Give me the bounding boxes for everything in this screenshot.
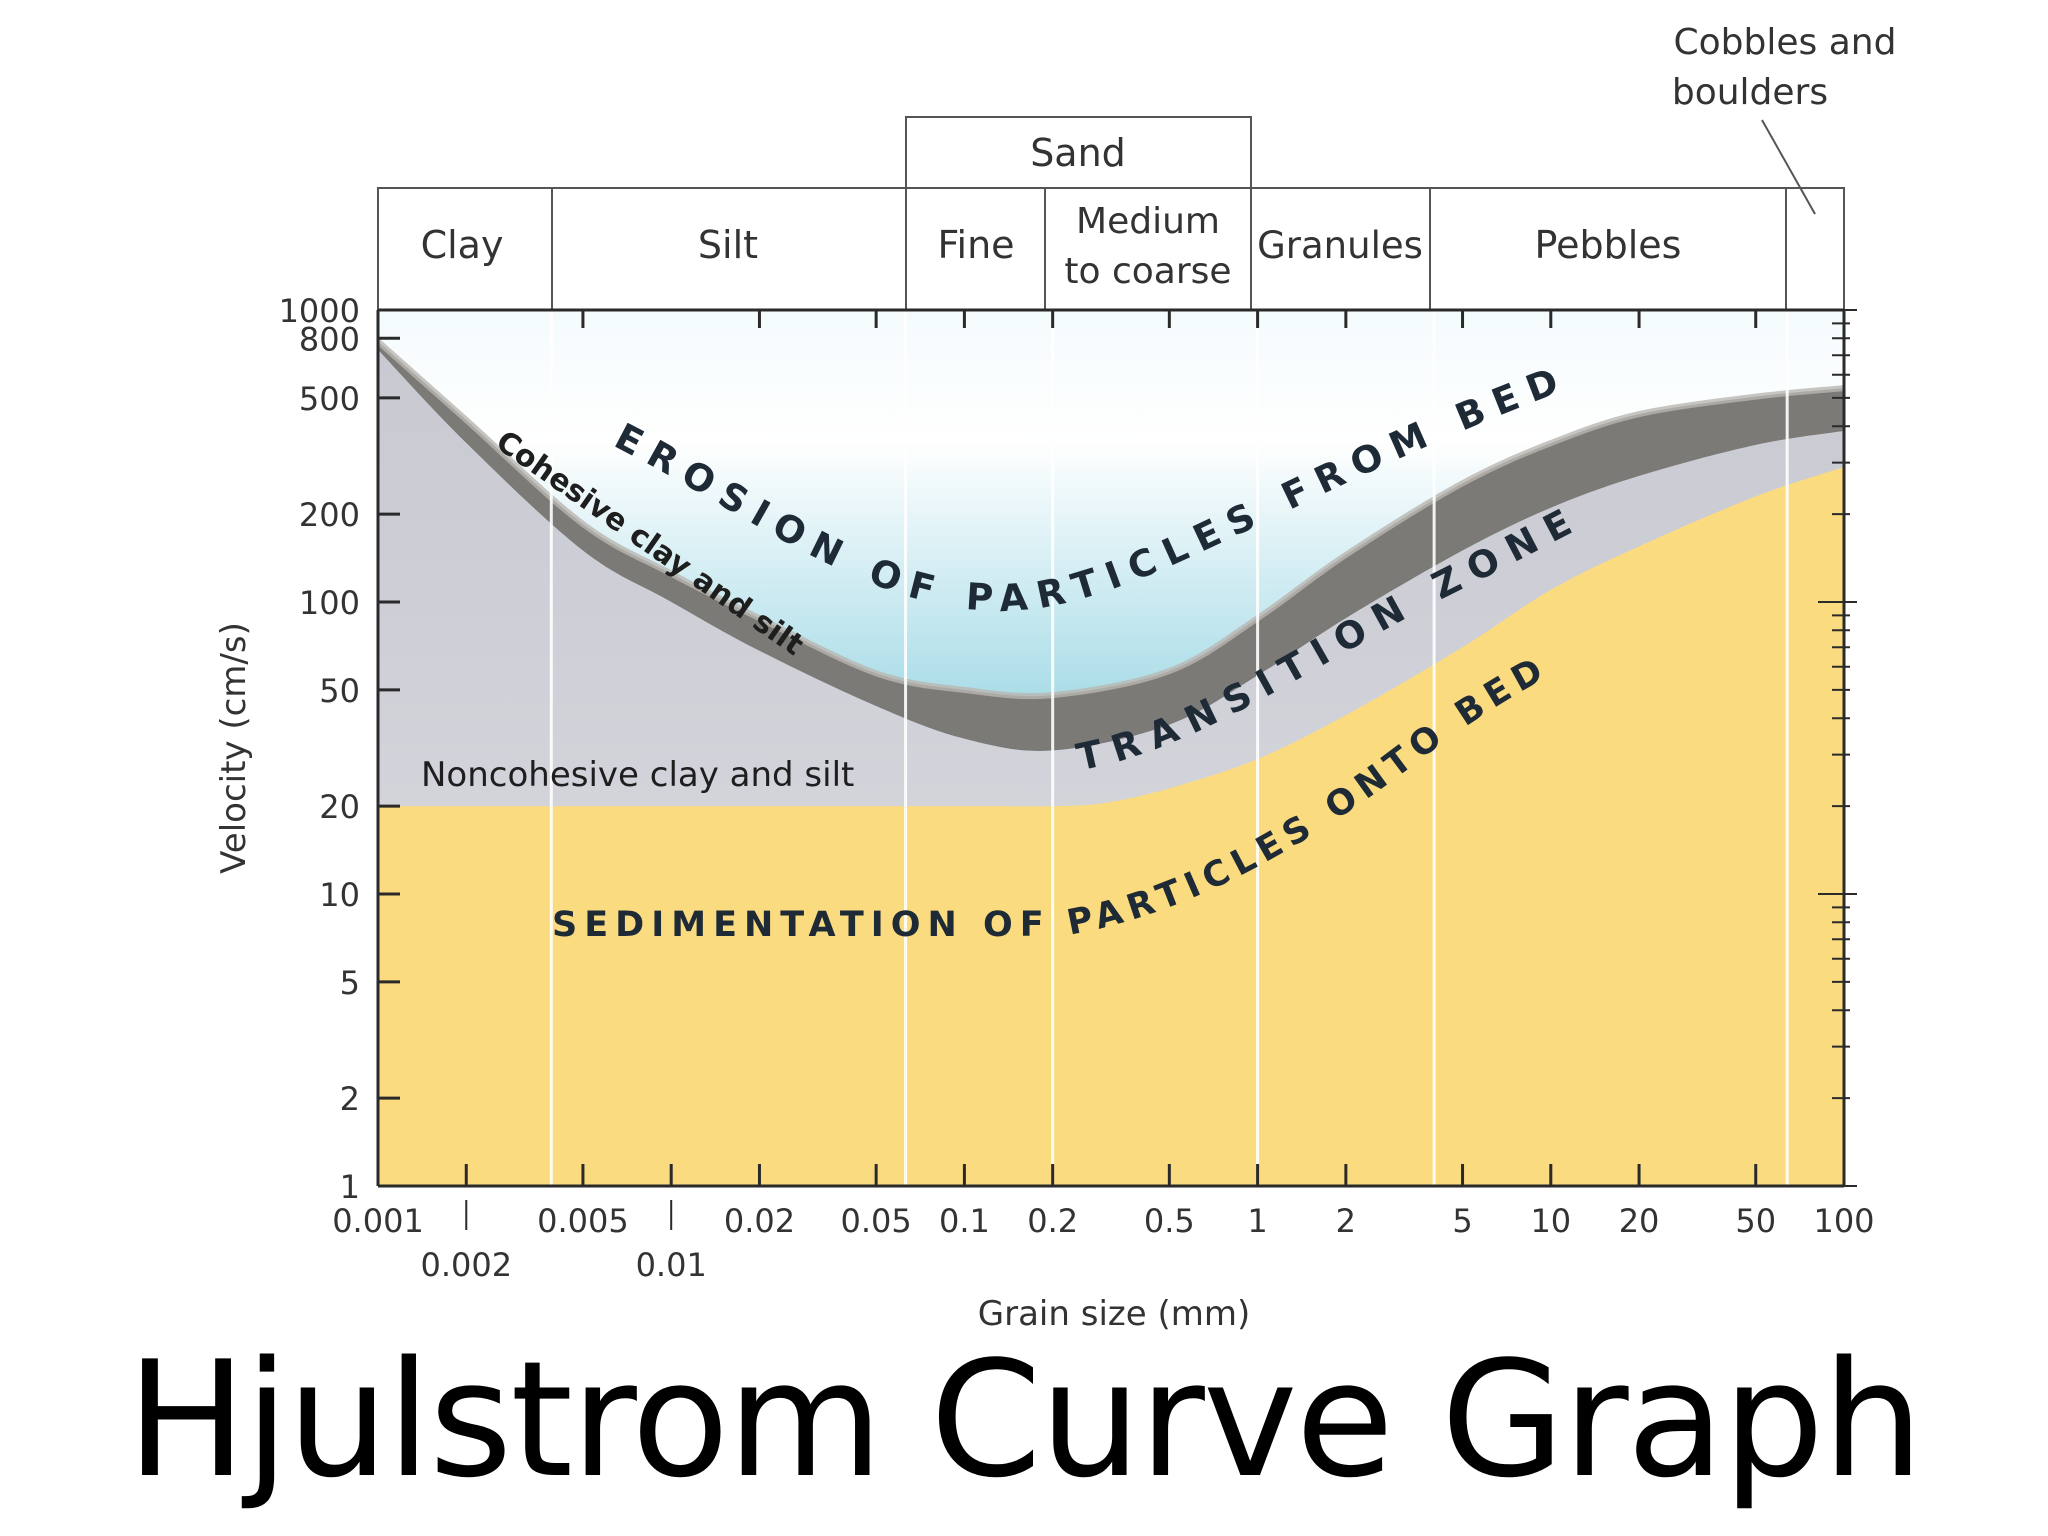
x-tick-label: 50 — [1735, 1202, 1776, 1240]
erosion-curve-highlight — [378, 339, 1844, 700]
y-axis-label: Velocity (cm/s) — [214, 622, 254, 874]
y-tick-label: 5 — [340, 964, 360, 1002]
x-tick-label: 0.05 — [841, 1202, 912, 1240]
y-tick-label: 100 — [299, 584, 360, 622]
header-cobbles-line2: boulders — [1672, 72, 1828, 113]
y-tick-label: 2 — [340, 1080, 360, 1118]
x-tick-label: 0.5 — [1144, 1202, 1195, 1240]
x-tick-label: 0.001 — [332, 1202, 424, 1240]
x-tick-label: 20 — [1619, 1202, 1660, 1240]
x-ticks: 0.001 0.005 0.02 0.05 0.1 0.2 0.5 1 2 5 10 20 50 100 0… — [332, 310, 1875, 1284]
size-class-dividers — [549, 310, 1789, 1186]
x-tick-label: 5 — [1452, 1202, 1472, 1240]
y-tick-label: 20 — [319, 788, 360, 826]
x-tick-label: 100 — [1813, 1202, 1874, 1240]
header-table: Clay Silt Fine Medium to coarse Granules… — [377, 22, 1897, 311]
x-tick-label: 10 — [1530, 1202, 1571, 1240]
y-tick-label: 1 — [340, 1168, 360, 1206]
y-tick-label: 10 — [319, 876, 360, 914]
x-tick-label: 0.01 — [636, 1246, 707, 1284]
noncohesive-label: Noncohesive clay and silt — [421, 755, 854, 795]
y-tick-label: 1000 — [279, 292, 360, 330]
x-tick-label: 0.02 — [724, 1202, 795, 1240]
header-pebbles: Pebbles — [1535, 223, 1682, 267]
header-silt: Silt — [698, 223, 758, 267]
header-medium-line1: Medium — [1076, 201, 1220, 242]
y-tick-label: 500 — [299, 380, 360, 418]
x-tick-label: 0.1 — [939, 1202, 990, 1240]
x-tick-label: 1 — [1247, 1202, 1267, 1240]
x-tick-label: 2 — [1336, 1202, 1356, 1240]
x-tick-label: 0.2 — [1027, 1202, 1078, 1240]
y-tick-label: 200 — [299, 496, 360, 534]
sedimentation-region — [378, 467, 1844, 1186]
plot-area — [378, 310, 1844, 1186]
header-fine: Fine — [937, 223, 1014, 267]
x-axis-label: Grain size (mm) — [978, 1294, 1250, 1334]
y-tick-label: 800 — [299, 320, 360, 358]
right-axis-ticks — [1818, 309, 1857, 1187]
x-tick-label: 0.005 — [537, 1202, 629, 1240]
page-title: Hjulstrom Curve Graph — [126, 1326, 1923, 1513]
header-cobbles-line1: Cobbles and — [1674, 22, 1897, 63]
y-tick-label: 50 — [319, 672, 360, 710]
header-clay: Clay — [421, 223, 504, 267]
x-tick-label: 0.002 — [420, 1246, 512, 1284]
cobbles-pointer — [1761, 119, 1816, 215]
header-sand: Sand — [1030, 131, 1126, 175]
header-granules: Granules — [1257, 224, 1423, 267]
header-medium-line2: to coarse — [1064, 251, 1231, 292]
